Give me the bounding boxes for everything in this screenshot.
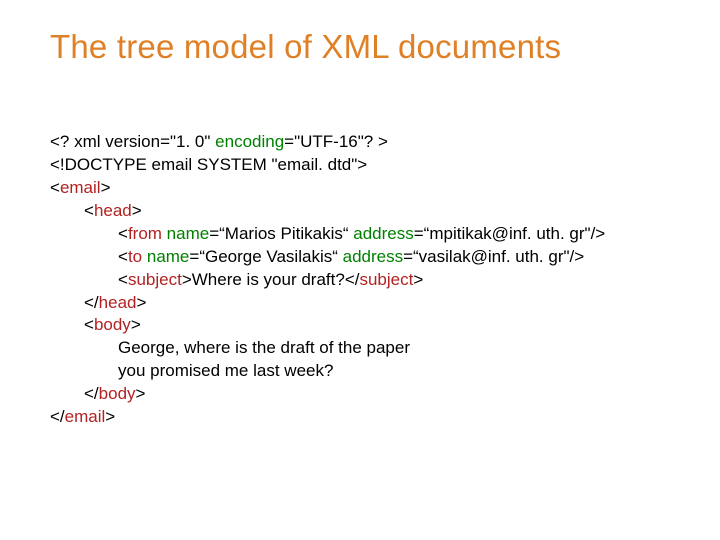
subject-line: <subject>Where is your draft?</subject> bbox=[50, 269, 423, 292]
body-text-1: George, where is the draft of the paper bbox=[50, 337, 410, 360]
head-close: </head> bbox=[50, 292, 146, 315]
slide: The tree model of XML documents <? xml v… bbox=[0, 0, 720, 540]
body-text-2: you promised me last week? bbox=[50, 360, 333, 383]
slide-title: The tree model of XML documents bbox=[50, 28, 680, 66]
from-line: <from name=“Marios Pitikakis“ address=“m… bbox=[50, 223, 605, 246]
body-open: <body> bbox=[50, 314, 141, 337]
xml-declaration: <? xml version="1. 0" encoding="UTF-16"?… bbox=[50, 132, 388, 151]
email-open: <email> bbox=[50, 178, 111, 197]
doctype-line: <!DOCTYPE email SYSTEM "email. dtd"> bbox=[50, 155, 367, 174]
head-open: <head> bbox=[50, 200, 142, 223]
xml-code-block: <? xml version="1. 0" encoding="UTF-16"?… bbox=[50, 108, 680, 429]
email-close: </email> bbox=[50, 407, 115, 426]
to-line: <to name=“George Vasilakis“ address=“vas… bbox=[50, 246, 584, 269]
body-close: </body> bbox=[50, 383, 145, 406]
